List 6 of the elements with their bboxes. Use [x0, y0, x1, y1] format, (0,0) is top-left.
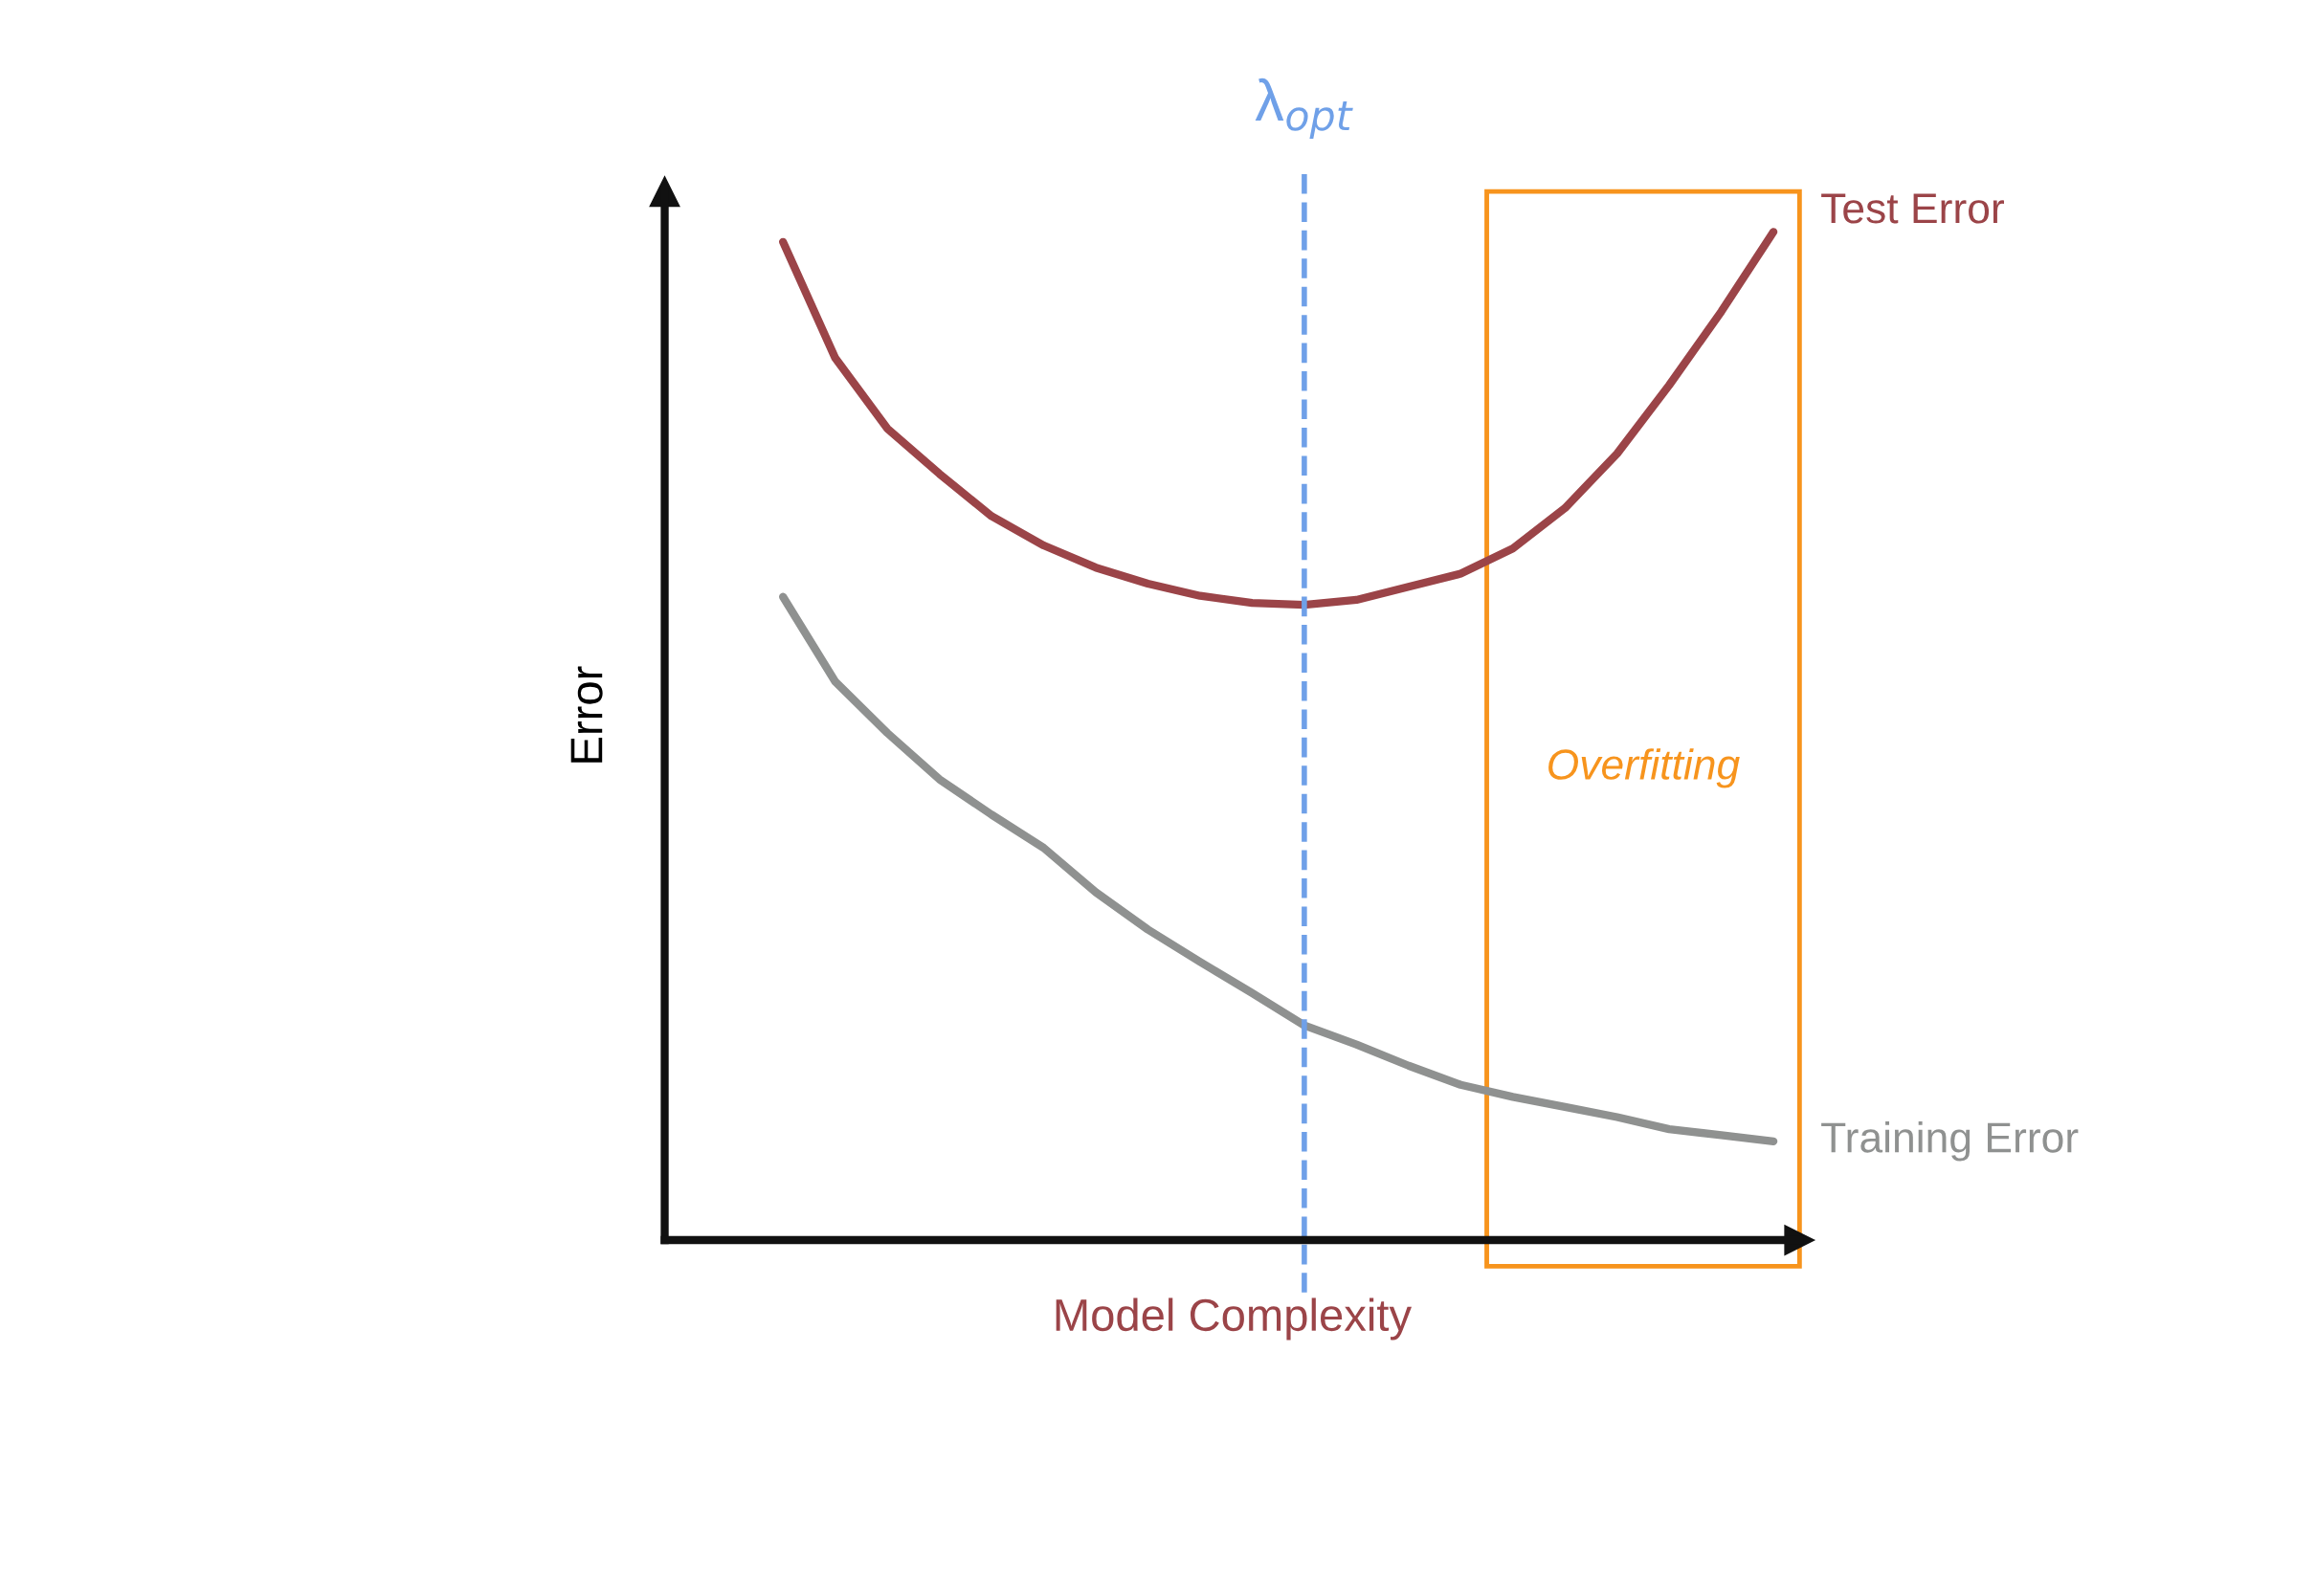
x-axis-title: Model Complexity: [1056, 1297, 1412, 1341]
text: λ$_{opt}$: [1255, 78, 1353, 140]
series-label: Training Error: [1821, 1121, 2079, 1162]
annotation: Overfitting: [1548, 748, 1740, 788]
series-label: Test Error: [1821, 193, 2004, 224]
y-axis-title: Error: [570, 666, 603, 763]
